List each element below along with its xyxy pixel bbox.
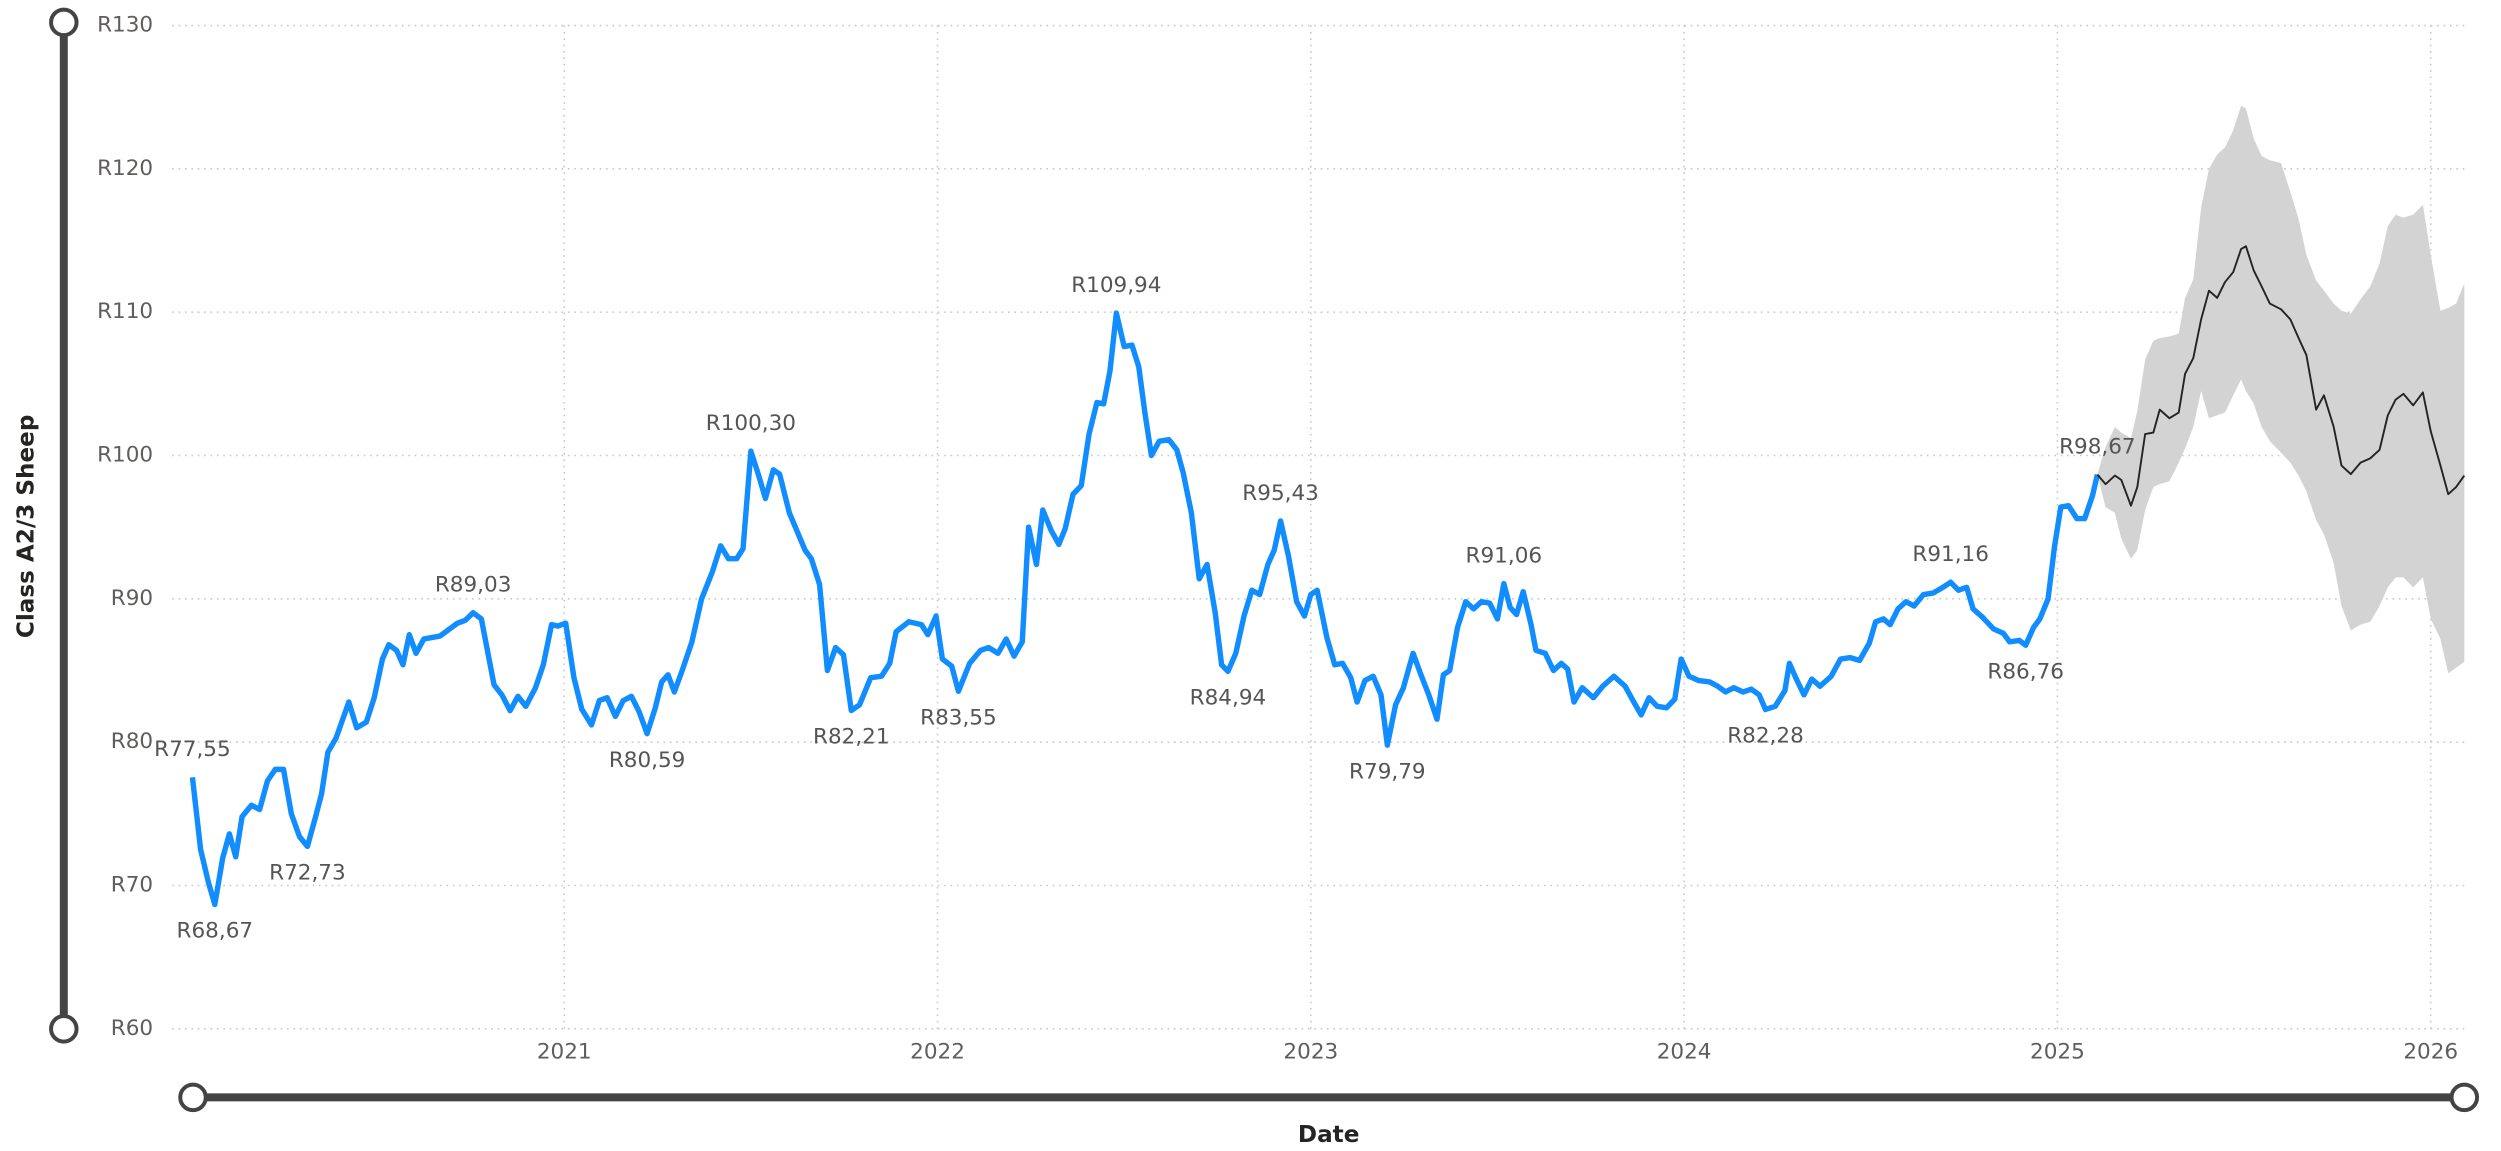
data-label: R77,55 (154, 737, 231, 762)
y-tick-label: R120 (97, 156, 153, 181)
y-axis-title: Class A2/3 Sheep (14, 415, 40, 639)
y-tick-label: R100 (97, 443, 153, 468)
x-tick-label: 2025 (2030, 1040, 2085, 1065)
slider-handle[interactable] (49, 1014, 79, 1044)
slider-handle[interactable] (2449, 1082, 2480, 1113)
label-layer: R60 R70 R80 R90 R100 R110 R120 R130 2021 2022 2023… (97, 13, 2458, 1065)
x-tick-label: 2021 (537, 1040, 592, 1065)
data-label: R80,59 (609, 748, 686, 773)
slider-handle[interactable] (178, 1082, 208, 1113)
x-axis-title: Date (1298, 1122, 1359, 1148)
data-label: R84,94 (1190, 685, 1267, 710)
y-tick-label: R80 (111, 729, 153, 754)
data-label: R83,55 (920, 705, 997, 730)
data-label: R91,16 (1912, 542, 1989, 567)
plot-layer (189, 105, 2466, 908)
y-tick-label: R130 (97, 13, 153, 38)
y-tick-label: R70 (111, 872, 153, 897)
y-tick-label: R90 (111, 586, 153, 611)
data-label: R82,21 (813, 725, 890, 750)
data-label: R91,06 (1466, 544, 1543, 569)
forecast-band (2097, 105, 2465, 674)
data-label: R89,03 (435, 573, 512, 598)
data-label: R82,28 (1727, 724, 1804, 749)
data-label: R79,79 (1349, 759, 1426, 784)
y-tick-label: R60 (111, 1016, 153, 1041)
x-tick-label: 2024 (1657, 1040, 1712, 1065)
x-tick-label: 2022 (910, 1040, 965, 1065)
data-label: R72,73 (269, 860, 346, 885)
data-label: R100,30 (706, 411, 796, 436)
price-line (189, 310, 2101, 908)
y-tick-label: R110 (97, 299, 153, 324)
data-label: R68,67 (177, 919, 254, 944)
slider-handle[interactable] (49, 7, 79, 38)
x-tick-label: 2026 (2403, 1040, 2458, 1065)
data-label: R95,43 (1242, 481, 1319, 506)
data-label: R109,94 (1071, 273, 1161, 298)
forecast-line (2096, 245, 2466, 507)
grid-layer (172, 24, 2465, 1030)
data-label: R86,76 (1987, 659, 2064, 684)
data-label: R98,67 (2059, 434, 2136, 459)
x-tick-label: 2023 (1283, 1040, 1338, 1065)
